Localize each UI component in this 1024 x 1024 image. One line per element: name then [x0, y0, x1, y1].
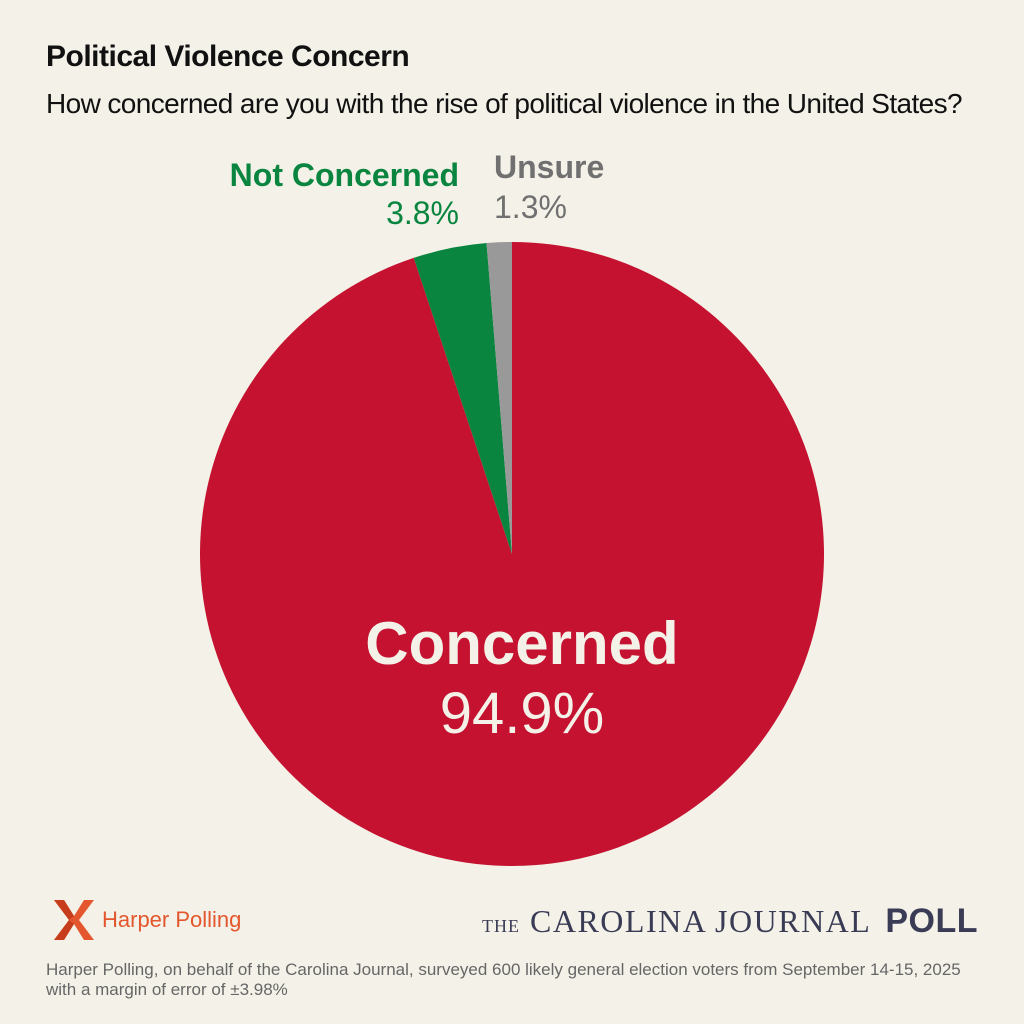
pie-slice-concerned: [199, 242, 824, 866]
page-subtitle: How concerned are you with the rise of p…: [46, 88, 963, 119]
carolina-journal-poll-logo: THE CAROLINA JOURNAL POLL: [482, 902, 978, 941]
slice-value-unsure: 1.3%: [494, 189, 567, 225]
harper-polling-name: Harper Polling: [102, 907, 242, 932]
pie-slice-unsure: [486, 242, 512, 554]
page-title: Political Violence Concern: [46, 40, 410, 73]
slice-label-not-concerned: Not Concerned: [230, 157, 459, 193]
slice-value-concerned: 94.9%: [440, 681, 604, 746]
methodology-footnote: Harper Polling, on behalf of the Carolin…: [46, 960, 961, 999]
journal-name-text: CAROLINA JOURNAL: [529, 903, 872, 939]
slice-label-unsure: Unsure: [494, 149, 604, 185]
pie-slice-not-concerned: [413, 243, 512, 555]
harper-polling-logo: Harper Polling: [52, 898, 241, 942]
harper-x-icon: [54, 900, 94, 940]
slice-value-not-concerned: 3.8%: [386, 195, 459, 231]
journal-the-text: THE: [481, 916, 520, 936]
journal-poll-text: POLL: [885, 902, 978, 940]
slice-label-concerned: Concerned: [365, 610, 678, 677]
